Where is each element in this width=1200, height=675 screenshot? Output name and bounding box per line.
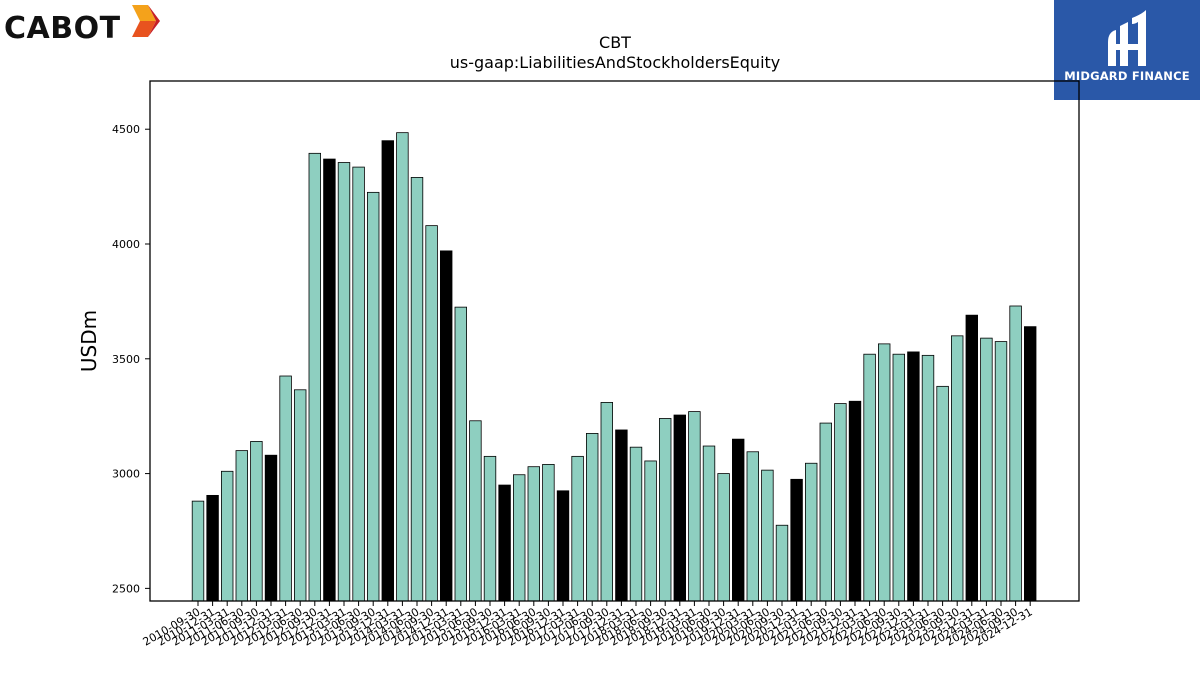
plot-area-frame	[149, 80, 1080, 602]
bar-2020-03-31	[746, 451, 760, 602]
bar-2020-06-30	[761, 469, 774, 602]
bar-2011-12-31	[264, 454, 278, 602]
bar-2016-12-31	[556, 490, 570, 602]
bar-2021-06-30	[819, 422, 833, 602]
bar-2010-12-31	[206, 494, 219, 602]
bar-2023-06-30	[936, 385, 949, 602]
bar-2013-09-30	[366, 191, 380, 602]
bar-2017-06-30	[586, 433, 599, 602]
bar-2014-09-30	[425, 225, 438, 602]
bar-2020-09-30	[775, 524, 789, 602]
chart-subtitle: us-gaap:LiabilitiesAndStockholdersEquity	[450, 53, 781, 72]
bar-2023-12-31	[965, 314, 979, 602]
bar-2021-09-30	[834, 403, 847, 602]
bar-2024-03-31	[980, 337, 993, 602]
y-tick-label: 4500	[112, 123, 140, 136]
bar-2016-03-31	[513, 474, 526, 602]
bar-2019-12-31	[732, 438, 745, 602]
bar-2023-03-31	[921, 354, 935, 602]
bar-2011-03-31	[220, 470, 234, 602]
bar-2019-06-30	[702, 445, 716, 602]
bar-2015-06-30	[469, 420, 482, 602]
bar-2017-09-30	[600, 402, 614, 602]
bar-2023-09-30	[951, 335, 964, 602]
bar-2015-12-31	[498, 484, 511, 602]
bar-2013-12-31	[381, 140, 395, 602]
cabot-logo-text: CABOT	[4, 11, 121, 46]
bar-2022-06-30	[878, 343, 891, 602]
bar-2019-09-30	[717, 473, 730, 602]
bar-2014-12-31	[439, 250, 453, 602]
y-axis-label: USDm	[77, 310, 101, 372]
bar-2021-12-31	[848, 400, 862, 602]
bar-2012-12-31	[323, 158, 336, 602]
bar-2020-12-31	[790, 478, 803, 602]
y-tick-label: 3500	[112, 353, 140, 366]
bar-2022-09-30	[892, 353, 906, 602]
bar-2012-06-30	[293, 389, 307, 602]
midgard-finance-logo: MIDGARD FINANCE	[1054, 0, 1200, 100]
bar-2017-03-31	[571, 455, 584, 602]
bar-2012-09-30	[308, 152, 322, 602]
y-tick-label: 2500	[112, 582, 140, 595]
bar-2013-03-31	[337, 162, 351, 602]
chart-title: CBT	[599, 33, 631, 52]
bar-2022-03-31	[863, 353, 876, 602]
bar-2016-09-30	[542, 463, 555, 602]
bar-2017-12-31	[615, 429, 628, 602]
bar-2024-09-30	[1009, 305, 1022, 602]
bar-2013-06-30	[352, 166, 365, 602]
y-tick-label: 4000	[112, 238, 140, 251]
bar-2024-06-30	[994, 341, 1008, 602]
bar-2015-03-31	[454, 306, 468, 602]
cabot-logo: CABOT	[4, 4, 164, 52]
bar-2012-03-31	[279, 375, 292, 602]
bar-2018-06-30	[644, 460, 657, 602]
bar-2019-03-31	[688, 411, 701, 602]
bar-2014-03-31	[396, 132, 409, 602]
bar-2018-09-30	[659, 418, 672, 602]
bar-2011-09-30	[250, 441, 263, 602]
bar-2014-06-30	[410, 177, 424, 602]
bar-2024-12-31	[1024, 326, 1037, 602]
y-tick-label: 3000	[112, 468, 140, 481]
cabot-mark-icon	[132, 5, 160, 37]
bar-2010-09-30	[191, 500, 205, 602]
bar-2018-03-31	[629, 446, 643, 602]
bar-2016-06-30	[527, 466, 541, 602]
bar-2018-12-31	[673, 414, 687, 602]
midgard-finance-logo-text: MIDGARD FINANCE	[1064, 69, 1190, 83]
midgard-mark-icon	[1108, 10, 1146, 66]
bar-2021-03-31	[805, 462, 818, 602]
bar-2011-06-30	[235, 450, 249, 602]
bar-2015-09-30	[483, 455, 497, 602]
bar-2022-12-31	[907, 351, 920, 602]
